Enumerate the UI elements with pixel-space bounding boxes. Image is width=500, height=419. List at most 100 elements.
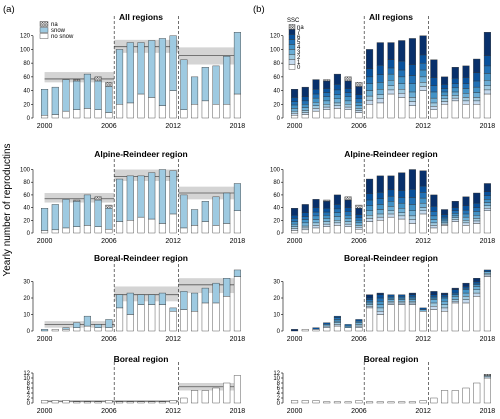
bar-2018-3: [483, 202, 491, 206]
bar-2011-snow: [158, 38, 166, 106]
bar-2012-3: [419, 202, 427, 208]
bar-2013-4: [430, 215, 438, 220]
bar-2008-snow: [126, 292, 134, 315]
y-tick-label: 40: [23, 89, 30, 95]
bar-2008-1: [376, 98, 384, 104]
bar-2007-3: [366, 302, 374, 305]
bar-2005-no-snow: [94, 327, 102, 332]
bar-2017-5: [473, 207, 481, 212]
bar-2011-no-snow: [158, 304, 166, 332]
y-tick-label: 10: [273, 313, 280, 319]
y-tick-label: 120: [20, 34, 31, 40]
bar-2003-snow: [73, 80, 81, 110]
bar-2016-0: [462, 225, 470, 234]
y-tick-label: 20: [273, 218, 280, 224]
bar-2016-0: [462, 104, 470, 119]
bar-2016-5: [462, 83, 470, 89]
bar-2014-7: [441, 292, 449, 295]
bar-2012-7: [419, 170, 427, 187]
bar-2017-no-snow: [223, 296, 231, 332]
bar-2006-no-snow: [105, 400, 113, 404]
y-tick-label: 0: [27, 401, 31, 407]
bar-2017-2: [473, 97, 481, 102]
bar-2010-snow: [148, 294, 156, 305]
bar-2014-7: [441, 209, 449, 215]
y-tick-label: 0: [27, 329, 31, 335]
bar-2010-2: [398, 88, 406, 94]
bar-2005-snow: [94, 199, 102, 227]
bar-2003-0: [323, 109, 331, 119]
bar-2009-3: [387, 206, 395, 211]
bar-2011-7: [408, 38, 416, 65]
bar-2018-5: [483, 195, 491, 200]
bar-2011-5: [408, 197, 416, 205]
bar-2000-3: [291, 108, 299, 112]
bar-2009-2: [387, 301, 395, 304]
bar-2013-6: [430, 206, 438, 212]
bar-2000-3: [291, 223, 299, 227]
y-tick-label: 8: [27, 381, 31, 387]
bar-2000-7: [291, 88, 299, 98]
bar-2006-1: [355, 325, 363, 328]
bar-2008-no-snow: [126, 220, 134, 234]
x-tick-label: 2012: [415, 336, 431, 343]
bar-2005-na: [344, 196, 352, 201]
bar-2015-0: [451, 221, 459, 234]
x-tick-label: 2012: [165, 408, 181, 415]
bar-2006-1: [355, 110, 363, 113]
bar-2006-0: [355, 228, 363, 234]
bar-2008-snow: [126, 175, 134, 221]
x-tick-label: 2006: [351, 408, 367, 415]
bar-2003-0: [323, 401, 331, 404]
bar-2005-na: [344, 76, 352, 82]
bar-2004-3: [333, 320, 341, 323]
y-tick-label: 10: [273, 376, 280, 382]
bar-2018-7: [483, 183, 491, 192]
bar-2018-5: [483, 65, 491, 74]
bar-2002-snow: [62, 327, 70, 330]
bar-2005-1: [344, 106, 352, 110]
y-tick-label: 10: [23, 313, 30, 319]
x-tick-label: 2006: [351, 238, 367, 245]
bar-2001-5: [301, 100, 309, 105]
y-tick-label: 10: [23, 376, 30, 382]
legend-swatch: [288, 49, 296, 55]
bar-2000-7: [291, 208, 299, 216]
bar-2004-5: [333, 89, 341, 95]
bar-2001-1: [301, 227, 309, 231]
y-tick-label: 20: [273, 102, 280, 108]
bar-2017-4: [473, 284, 481, 287]
y-tick-label: 2: [277, 396, 281, 402]
bar-2015-6: [451, 78, 459, 84]
bar-2015-snow: [201, 287, 209, 304]
bar-2013-7: [430, 59, 438, 78]
bar-2009-2: [387, 210, 395, 215]
legend-swatch: [288, 59, 296, 65]
bar-2004-2: [333, 220, 341, 224]
bar-2012-1: [419, 86, 427, 91]
bar-2008-no-snow: [126, 314, 134, 332]
bar-2009-7: [387, 175, 395, 191]
legend-label: 7: [297, 30, 301, 36]
legend-swatch: [288, 64, 296, 70]
bar-2008-no-snow: [126, 102, 134, 119]
bar-2017-7: [473, 58, 481, 73]
bar-2015-3: [451, 215, 459, 218]
bar-2014-7: [441, 76, 449, 85]
bar-2017-0: [473, 296, 481, 332]
bar-2007-2: [366, 304, 374, 307]
bar-2016-1: [462, 222, 470, 226]
x-tick-label: 2012: [165, 336, 181, 343]
bar-2012-snow: [169, 35, 177, 91]
bar-2006-no-snow: [105, 112, 113, 119]
bar-2013-5: [430, 296, 438, 299]
bar-2017-4: [473, 86, 481, 93]
bar-2017-no-snow: [223, 223, 231, 234]
bar-2006-4: [355, 320, 363, 323]
bar-2004-no-snow: [83, 225, 91, 234]
bar-2010-2: [398, 301, 406, 304]
bar-2006-6: [355, 319, 363, 322]
bar-2005-3: [344, 325, 352, 328]
y-tick-label: 100: [270, 168, 281, 174]
